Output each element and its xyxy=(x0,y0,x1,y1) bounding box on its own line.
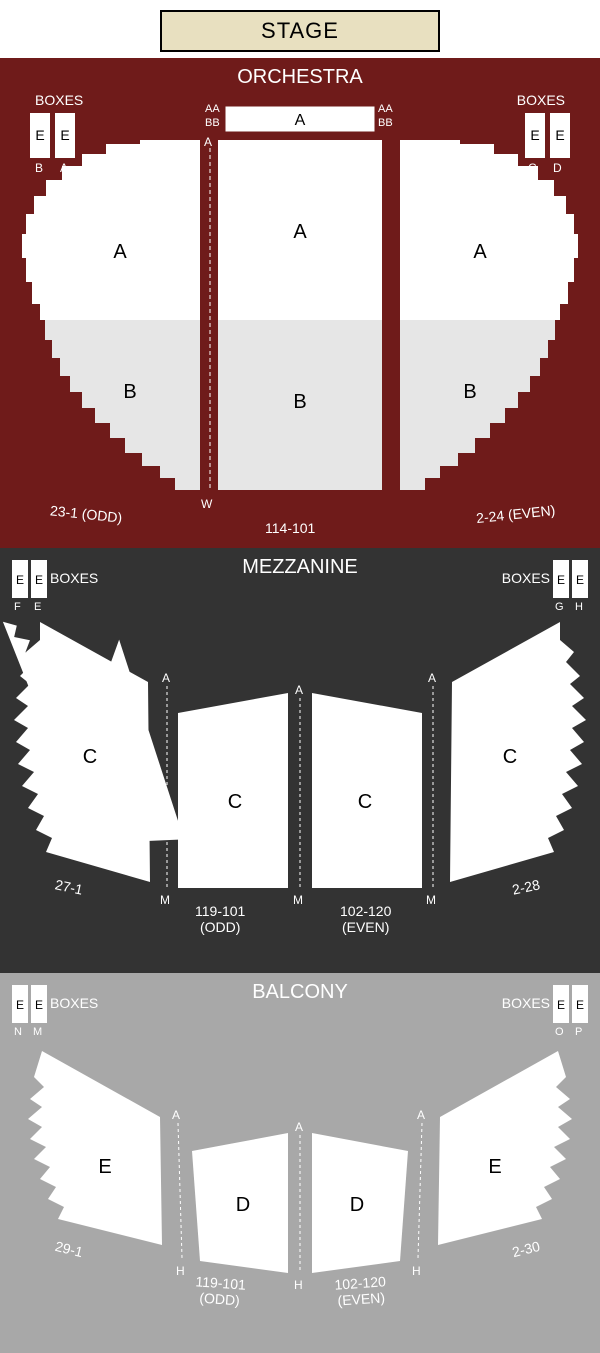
svg-text:G: G xyxy=(555,601,564,613)
svg-text:E: E xyxy=(488,1156,501,1178)
svg-text:E: E xyxy=(34,601,41,613)
svg-text:A: A xyxy=(417,1108,425,1122)
balcony-level: BALCONY BOXES BOXES E E N M E E O P E E xyxy=(0,973,600,1353)
balcony-svg: E E N M E E O P E E D D A H xyxy=(0,973,600,1353)
svg-text:BB: BB xyxy=(205,117,220,129)
seating-chart: STAGE ORCHESTRA BOXES BOXES E E B A E E … xyxy=(0,0,600,1353)
svg-text:B: B xyxy=(123,381,136,403)
svg-text:F: F xyxy=(14,601,21,613)
balc-boxes-right-title: BOXES xyxy=(502,995,550,1011)
svg-text:D: D xyxy=(553,161,562,175)
mezz-boxes-left-title: BOXES xyxy=(50,570,98,586)
mezzanine-level: MEZZANINE BOXES BOXES E E F E E E G H C … xyxy=(0,548,600,973)
svg-text:N: N xyxy=(14,1026,22,1038)
svg-text:E: E xyxy=(530,127,539,143)
svg-text:A: A xyxy=(162,671,170,685)
svg-text:B: B xyxy=(35,161,43,175)
svg-text:B: B xyxy=(463,381,476,403)
svg-text:A: A xyxy=(428,671,436,685)
svg-text:C: C xyxy=(83,746,97,768)
mezzanine-svg: E E F E E E G H C C C C A xyxy=(0,548,600,973)
svg-text:C: C xyxy=(358,791,372,813)
svg-text:E: E xyxy=(555,127,564,143)
svg-text:BB: BB xyxy=(378,117,393,129)
svg-text:O: O xyxy=(555,1026,564,1038)
mezz-boxes-right-title: BOXES xyxy=(502,570,550,586)
orchestra-title: ORCHESTRA xyxy=(0,66,600,89)
svg-text:E: E xyxy=(98,1156,111,1178)
svg-text:M: M xyxy=(426,893,436,907)
svg-text:A: A xyxy=(295,683,303,697)
svg-text:W: W xyxy=(201,497,213,511)
svg-text:M: M xyxy=(33,1026,42,1038)
orchestra-svg: E E B A E E C D A AA BB AA BB A W A B xyxy=(0,58,600,548)
svg-text:AA: AA xyxy=(378,103,393,115)
svg-text:P: P xyxy=(575,1026,582,1038)
svg-text:A: A xyxy=(204,135,212,149)
svg-text:A: A xyxy=(295,112,306,129)
svg-text:A: A xyxy=(473,241,487,263)
svg-text:C: C xyxy=(228,791,242,813)
svg-text:E: E xyxy=(35,127,44,143)
svg-text:A: A xyxy=(293,221,307,243)
svg-text:M: M xyxy=(293,893,303,907)
mezz-range-cl: 119-101 (ODD) xyxy=(195,903,245,935)
orch-range-center: 114-101 xyxy=(265,520,315,536)
svg-text:H: H xyxy=(176,1264,185,1278)
svg-text:E: E xyxy=(60,127,69,143)
svg-text:H: H xyxy=(294,1278,303,1292)
balc-boxes-left-title: BOXES xyxy=(50,995,98,1011)
stage-box: STAGE xyxy=(160,10,440,52)
svg-text:H: H xyxy=(575,601,583,613)
balc-range-cl: 119-101 (ODD) xyxy=(194,1273,246,1308)
svg-text:B: B xyxy=(293,391,306,413)
svg-text:D: D xyxy=(236,1194,250,1216)
mezz-range-cr: 102-120 (EVEN) xyxy=(340,903,391,935)
orch-boxes-right-title: BOXES xyxy=(517,92,565,108)
svg-text:C: C xyxy=(503,746,517,768)
svg-text:D: D xyxy=(350,1194,364,1216)
svg-text:M: M xyxy=(160,893,170,907)
svg-text:AA: AA xyxy=(205,103,220,115)
stage-area: STAGE xyxy=(0,0,600,58)
balc-range-cr: 102-120 (EVEN) xyxy=(334,1273,387,1309)
svg-text:H: H xyxy=(412,1264,421,1278)
svg-text:A: A xyxy=(172,1108,180,1122)
orch-boxes-left-title: BOXES xyxy=(35,92,83,108)
svg-text:A: A xyxy=(113,241,127,263)
orchestra-level: ORCHESTRA BOXES BOXES E E B A E E C D A … xyxy=(0,58,600,548)
svg-text:A: A xyxy=(295,1120,303,1134)
stage-label: STAGE xyxy=(261,18,339,43)
